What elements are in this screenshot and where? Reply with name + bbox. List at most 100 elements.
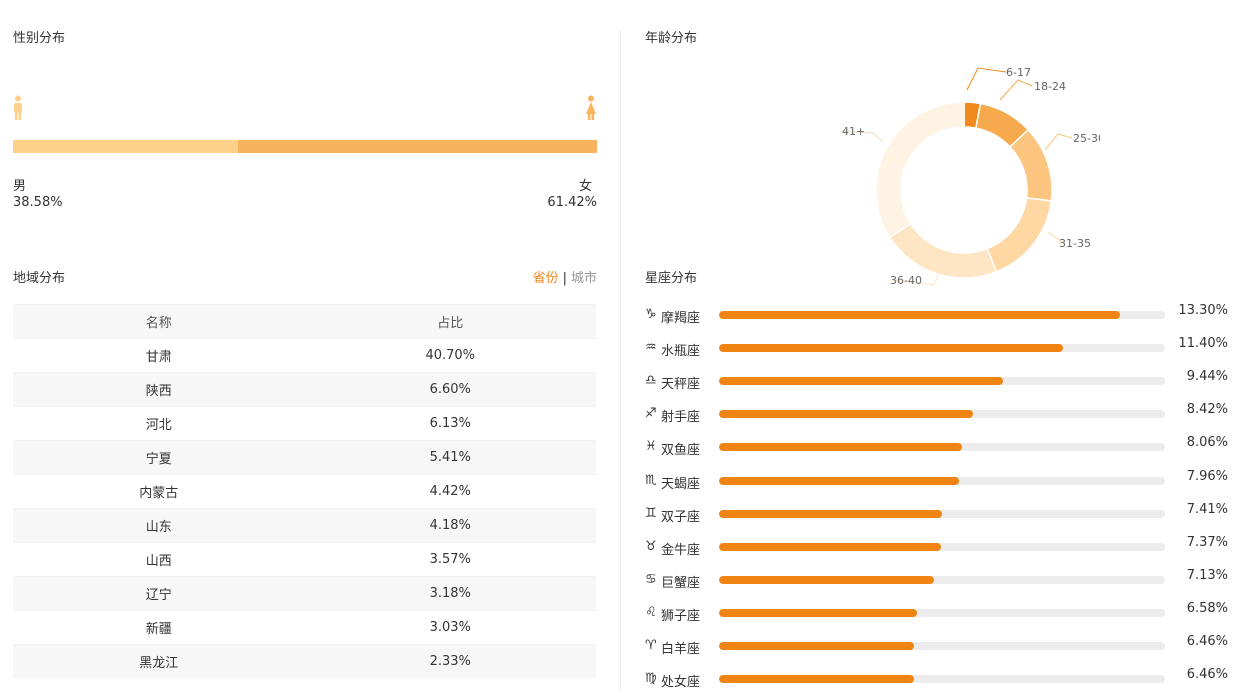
zodiac-name: 狮子座	[661, 608, 701, 624]
region-name: 山东	[145, 520, 172, 535]
region-name: 辽宁	[145, 588, 172, 603]
zodiac-name: 水瓶座	[661, 344, 701, 360]
region-ratio: 6.60%	[429, 382, 471, 397]
zodiac-bar-track	[719, 542, 1165, 551]
female-person-icon	[586, 95, 596, 120]
column-divider	[620, 30, 621, 691]
zodiac-bar-track	[719, 410, 1165, 419]
donut-label: 18-24	[1034, 80, 1066, 93]
gender-ratio-bar	[13, 140, 597, 153]
zodiac-bar-track	[719, 608, 1165, 617]
zodiac-bar-track	[719, 476, 1165, 485]
zodiac-bar-fill	[719, 608, 918, 617]
province-toggle[interactable]: 省份	[532, 271, 559, 286]
zodiac-bar-track	[719, 509, 1165, 518]
zodiac-row: ♈ 白羊座 6.46%	[645, 634, 1235, 667]
zodiac-name: 处女座	[661, 675, 701, 691]
table-row: 新疆 3.03%	[13, 610, 596, 644]
zodiac-row: ♏ 天蝎座 7.96%	[645, 469, 1235, 502]
donut-slice-36-40[interactable]	[888, 222, 998, 279]
zodiac-name: 白羊座	[661, 642, 701, 657]
zodiac-name: 射手座	[661, 410, 701, 426]
taurus-icon: ♉	[645, 538, 657, 554]
region-ratio: 2.33%	[429, 654, 471, 669]
region-table-header: 名称 占比	[13, 304, 596, 338]
region-ratio: 5.41%	[429, 450, 471, 465]
leo-icon: ♌	[645, 604, 657, 620]
zodiac-bar-fill	[719, 311, 1120, 319]
gemini-icon: ♊	[645, 505, 657, 521]
male-person-icon	[14, 95, 22, 120]
zodiac-percentage: 9.44%	[1186, 369, 1228, 385]
zodiac-bar-track	[719, 642, 1165, 650]
zodiac-name: 金牛座	[661, 542, 701, 558]
zodiac-row: ♊ 双子座 7.41%	[645, 502, 1235, 535]
libra-icon: ♎	[645, 373, 657, 389]
donut-label: 36-40	[890, 274, 922, 287]
zodiac-bar-fill	[719, 542, 942, 551]
donut-leader-line	[999, 79, 1033, 101]
donut-label: 41+	[842, 125, 865, 138]
female-ratio-segment	[238, 140, 597, 153]
gender-section-title: 性别分布	[13, 31, 66, 46]
region-name: 宁夏	[145, 452, 172, 467]
zodiac-percentage: 8.06%	[1186, 435, 1228, 451]
zodiac-bar-fill	[719, 443, 962, 452]
zodiac-percentage: 7.41%	[1186, 501, 1228, 517]
donut-slice-41+[interactable]	[875, 101, 965, 239]
zodiac-bar-track	[719, 377, 1165, 386]
aquarius-icon: ♒	[645, 340, 657, 356]
column-header-name: 名称	[145, 316, 172, 331]
male-percentage: 38.58%	[13, 195, 63, 210]
zodiac-bar-fill	[719, 344, 1063, 353]
region-name: 内蒙古	[139, 486, 179, 501]
zodiac-row: ♍ 处女座 6.46%	[645, 667, 1235, 691]
region-name: 陕西	[145, 384, 172, 399]
zodiac-row: ♎ 天秤座 9.44%	[645, 369, 1235, 402]
region-name: 黑龙江	[139, 656, 179, 671]
zodiac-bar-track	[719, 575, 1165, 584]
region-ratio: 3.57%	[429, 552, 471, 567]
zodiac-name: 摩羯座	[661, 311, 701, 326]
zodiac-percentage: 7.13%	[1186, 567, 1228, 583]
region-ratio: 4.42%	[429, 484, 471, 499]
table-row: 陕西 6.60%	[13, 372, 596, 406]
scorpio-icon: ♏	[645, 472, 657, 488]
zodiac-row: ♒ 水瓶座 11.40%	[645, 336, 1235, 369]
zodiac-percentage: 13.30%	[1178, 303, 1228, 318]
zodiac-bar-fill	[719, 575, 934, 584]
donut-slice-25-30[interactable]	[1008, 128, 1053, 202]
zodiac-row: ♌ 狮子座 6.58%	[645, 601, 1235, 634]
male-ratio-segment	[13, 140, 239, 153]
zodiac-percentage: 6.46%	[1186, 667, 1228, 683]
table-row: 黑龙江 2.33%	[13, 644, 596, 678]
table-row: 山西 3.57%	[13, 542, 596, 576]
zodiac-bar-fill	[719, 476, 959, 485]
female-percentage: 61.42%	[547, 195, 597, 210]
donut-leader-line	[889, 269, 941, 286]
donut-label: 6-17	[1006, 66, 1031, 79]
zodiac-percentage: 7.96%	[1186, 468, 1228, 484]
zodiac-bar-track	[719, 675, 1165, 684]
zodiac-percentage: 8.42%	[1186, 402, 1228, 418]
zodiac-percentage: 7.37%	[1186, 534, 1228, 550]
pisces-icon: ♓	[645, 439, 657, 455]
donut-label: 31-35	[1059, 237, 1091, 250]
region-name: 山西	[145, 554, 172, 569]
zodiac-bar-fill	[719, 675, 914, 684]
zodiac-percentage: 6.46%	[1186, 634, 1228, 649]
capricorn-icon: ♑	[645, 307, 657, 322]
table-row: 山东 4.18%	[13, 508, 596, 542]
aries-icon: ♈	[645, 638, 657, 653]
table-row: 辽宁 3.18%	[13, 576, 596, 610]
table-row: 河北 6.13%	[13, 406, 596, 440]
city-toggle[interactable]: 城市	[570, 271, 597, 286]
zodiac-row: ♐ 射手座 8.42%	[645, 402, 1235, 435]
donut-slice-31-35[interactable]	[986, 197, 1053, 273]
region-name: 新疆	[145, 622, 172, 637]
region-table: 名称 占比 甘肃 40.70% 陕西 6.60% 河北 6.13% 宁夏 5.4…	[13, 304, 596, 678]
region-ratio: 3.03%	[429, 620, 471, 635]
zodiac-bar-fill	[719, 410, 973, 419]
region-ratio: 4.18%	[429, 518, 471, 533]
donut-leader-line	[1047, 231, 1064, 244]
